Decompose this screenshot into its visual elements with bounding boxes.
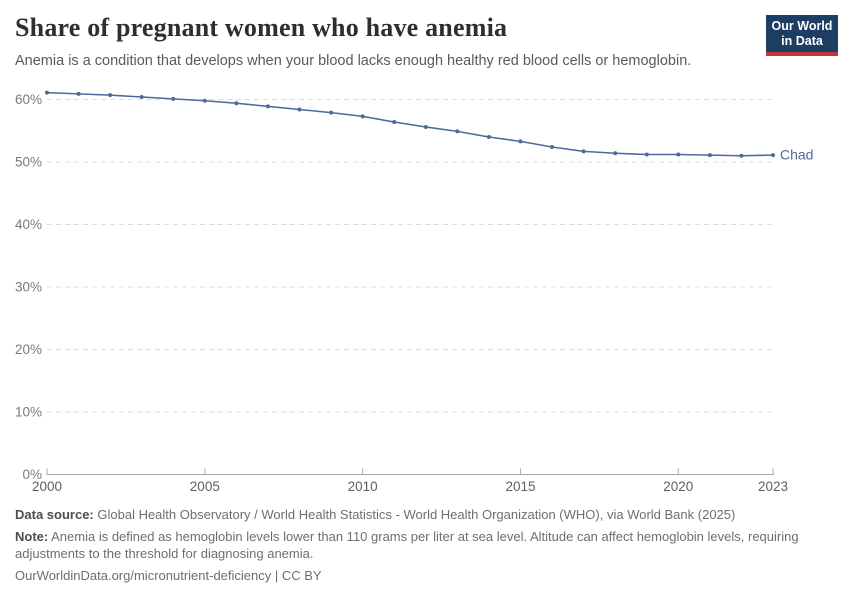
data-point[interactable] [360,114,365,119]
data-point[interactable] [423,125,428,129]
x-tick-label: 2005 [190,479,220,494]
data-point[interactable] [455,129,460,134]
data-point[interactable] [581,149,586,154]
chart-footer: Data source: Global Health Observatory /… [15,506,815,590]
data-point[interactable] [45,90,49,95]
y-tick-label: 30% [15,280,42,295]
x-tick-label: 2000 [32,479,62,494]
y-tick-label: 0% [22,467,42,482]
note-line: Note: Anemia is defined as hemoglobin le… [15,528,815,562]
data-point[interactable] [265,104,270,109]
data-point[interactable] [707,153,712,158]
canonical-link[interactable]: OurWorldinData.org/micronutrient-deficie… [15,568,322,584]
owid-logo-line1: Our World [771,19,833,33]
data-point[interactable] [392,120,397,124]
y-tick-label: 40% [15,217,42,232]
y-tick-label: 10% [15,405,42,420]
x-tick-label: 2023 [758,479,788,494]
note-label: Note: [15,529,49,545]
data-source-label: Data source: [15,507,94,522]
series-line-chad [46,91,774,157]
entity-label[interactable]: Chad [780,147,813,163]
data-point[interactable] [486,135,491,139]
data-point[interactable] [329,110,334,115]
note-text: Anemia is defined as hemoglobin levels l… [15,529,799,562]
data-point[interactable] [550,145,555,149]
data-point[interactable] [644,152,649,157]
x-tick-label: 2020 [663,479,693,494]
data-source-text: Global Health Observatory / World Health… [97,507,736,522]
chart-title: Share of pregnant women who have anemia [15,13,508,42]
y-tick-label: 50% [15,155,42,170]
owid-logo[interactable]: Our World in Data [766,15,838,56]
data-point[interactable] [297,107,302,112]
x-tick-label: 2010 [348,479,378,494]
data-point[interactable] [202,98,207,103]
data-point[interactable] [771,153,775,158]
data-point[interactable] [139,95,144,99]
data-point[interactable] [739,153,744,158]
chart-subtitle: Anemia is a condition that develops when… [15,53,692,69]
data-point[interactable] [234,101,239,106]
x-tick-label: 2015 [505,479,535,494]
data-point[interactable] [613,151,618,156]
data-point[interactable] [676,152,681,157]
y-tick-label: 20% [15,342,42,357]
data-point[interactable] [518,139,523,144]
data-point[interactable] [76,91,81,96]
data-point[interactable] [171,96,176,101]
data-source-line: Data source: Global Health Observatory /… [15,506,815,523]
y-tick-label: 60% [15,92,42,107]
owid-logo-line2: in Data [781,34,823,48]
data-point[interactable] [108,93,113,98]
